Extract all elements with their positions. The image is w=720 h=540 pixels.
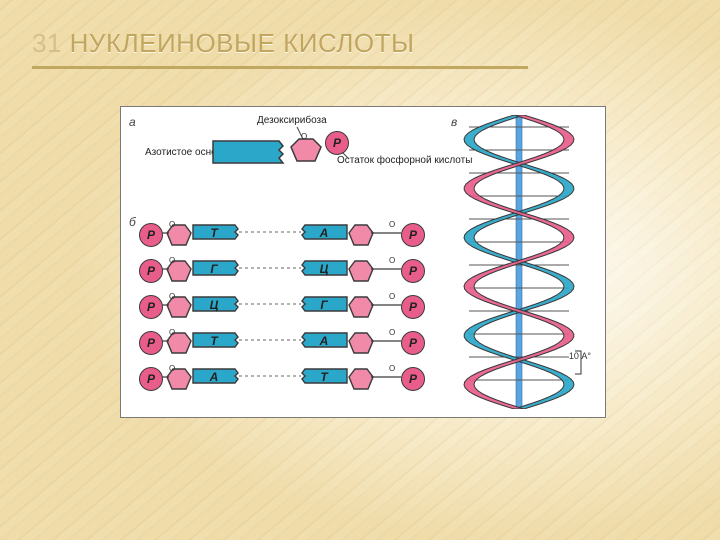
o-right-1: О <box>389 256 395 265</box>
slide-number: 31 <box>32 28 62 58</box>
base-right-4: Т <box>311 368 337 386</box>
base-left-3: Т <box>201 332 227 350</box>
phosphate-left-4: Р <box>139 367 163 391</box>
phosphate-left-2: Р <box>139 295 163 319</box>
base-left-2: Ц <box>201 296 227 314</box>
o-left-0: О <box>169 220 175 229</box>
phosphate-right-1: Р <box>401 259 425 283</box>
nucleic-acid-diagram: а б в Азотистое основание Дезоксирибоза … <box>120 106 606 418</box>
o-right-2: О <box>389 292 395 301</box>
phosphate-right-3: Р <box>401 331 425 355</box>
o-left-2: О <box>169 292 175 301</box>
base-right-3: А <box>311 332 337 350</box>
base-right-2: Г <box>311 296 337 314</box>
helix-scale-label: 10 А° <box>569 351 591 361</box>
phosphate-left-0: Р <box>139 223 163 247</box>
base-left-1: Г <box>201 260 227 278</box>
phosphate-right-0: Р <box>401 223 425 247</box>
slide-title-text: НУКЛЕИНОВЫЕ КИСЛОТЫ <box>70 28 415 58</box>
slide-title: 31 НУКЛЕИНОВЫЕ КИСЛОТЫ <box>32 28 415 59</box>
base-left-0: Т <box>201 224 227 242</box>
phosphate-left-1: Р <box>139 259 163 283</box>
helix-svg <box>441 115 597 409</box>
base-right-0: А <box>311 224 337 242</box>
o-left-4: О <box>169 364 175 373</box>
phosphate-right-2: Р <box>401 295 425 319</box>
base-right-1: Ц <box>311 260 337 278</box>
phosphate-right-4: Р <box>401 367 425 391</box>
o-right-0: О <box>389 220 395 229</box>
o-left-3: О <box>169 328 175 337</box>
base-left-4: А <box>201 368 227 386</box>
o-right-3: О <box>389 328 395 337</box>
o-right-4: О <box>389 364 395 373</box>
title-underline <box>32 66 528 69</box>
o-left-1: О <box>169 256 175 265</box>
double-helix: 10 А° <box>441 115 597 409</box>
phosphate-left-3: Р <box>139 331 163 355</box>
